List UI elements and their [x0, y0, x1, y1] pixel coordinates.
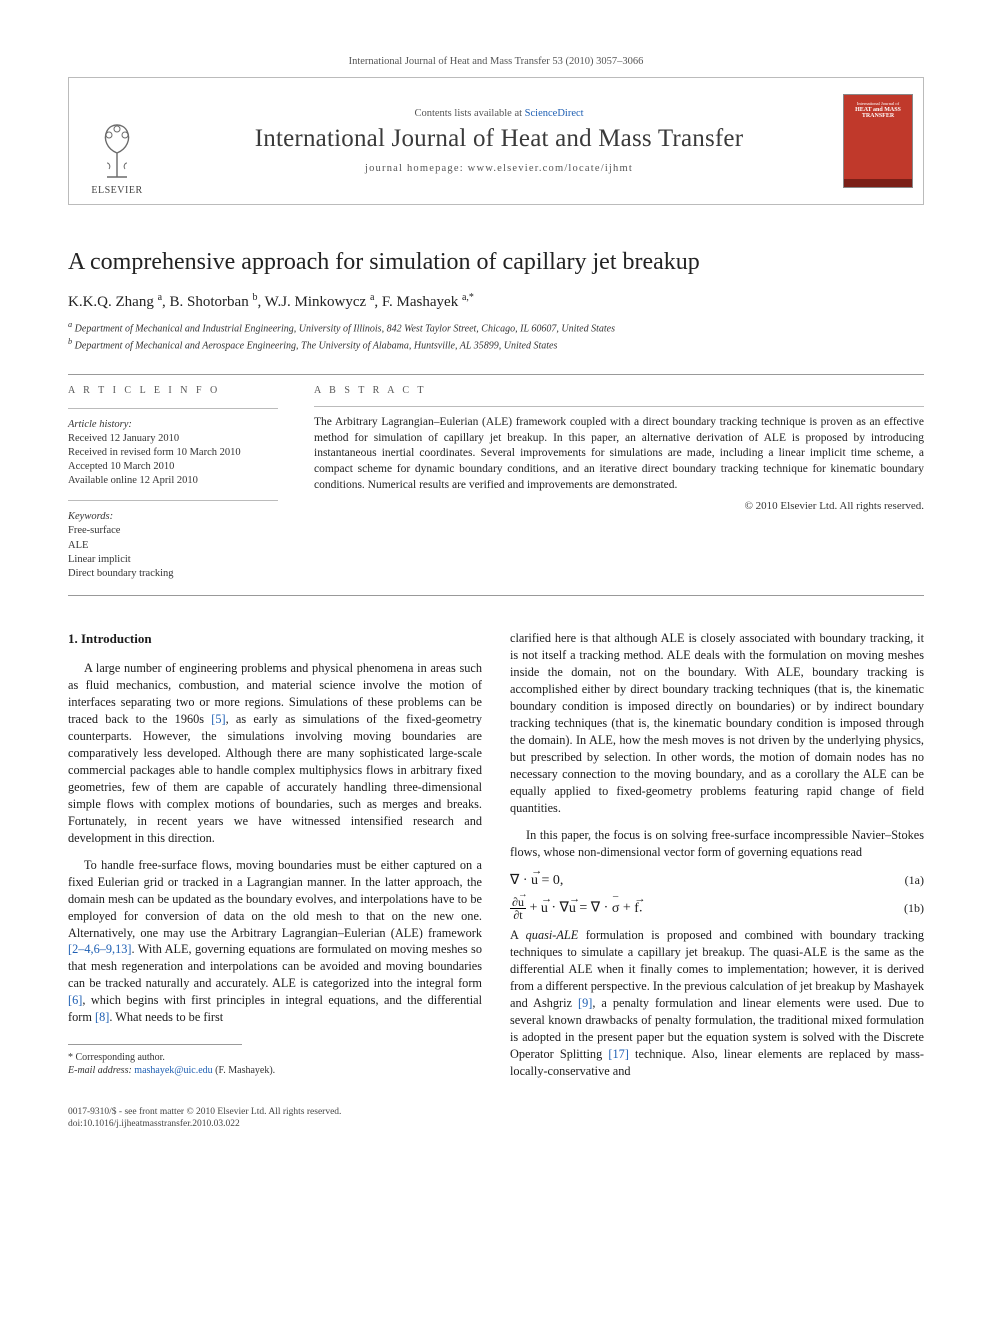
left-column: 1. Introduction A large number of engine… [68, 630, 482, 1090]
article-info-label: A R T I C L E I N F O [68, 385, 278, 396]
right-paragraph-3: A quasi-ALE formulation is proposed and … [510, 927, 924, 1080]
equation-1a: ∇ · u = 0, (1a) [510, 871, 924, 890]
contents-available-line: Contents lists available at ScienceDirec… [414, 108, 583, 119]
affiliations: a Department of Mechanical and Industria… [68, 319, 924, 354]
bottom-copyright-block: 0017-9310/$ - see front matter © 2010 El… [68, 1106, 924, 1131]
elsevier-tree-icon [89, 119, 145, 181]
journal-cover-thumbnail: International Journal of HEAT and MASS T… [843, 94, 913, 188]
cover-main-text: HEAT and MASS TRANSFER [855, 107, 901, 120]
contents-prefix: Contents lists available at [414, 108, 524, 119]
affiliation-a-text: Department of Mechanical and Industrial … [75, 323, 615, 334]
footnote-separator [68, 1044, 242, 1045]
abstract-rule [314, 406, 924, 407]
issn-line: 0017-9310/$ - see front matter © 2010 El… [68, 1106, 924, 1118]
equation-1b-expr: ∂u∂t + u · ∇u = ∇ · σ¯ + f. [510, 896, 642, 921]
rule-top [68, 374, 924, 375]
right-column: clarified here is that although ALE is c… [510, 630, 924, 1090]
equation-1b: ∂u∂t + u · ∇u = ∇ · σ¯ + f. (1b) [510, 896, 924, 921]
corresponding-label: * Corresponding author. [68, 1051, 482, 1064]
email-line: E-mail address: mashayek@uic.edu (F. Mas… [68, 1064, 482, 1077]
keyword: ALE [68, 539, 278, 553]
email-label: E-mail address: [68, 1065, 132, 1076]
right-paragraph-1: clarified here is that although ALE is c… [510, 630, 924, 817]
abstract-label: A B S T R A C T [314, 385, 924, 396]
affiliation-a: a Department of Mechanical and Industria… [68, 319, 924, 336]
quasi-ale-term: quasi-ALE [526, 928, 579, 942]
keyword: Linear implicit [68, 553, 278, 567]
journal-homepage-line: journal homepage: www.elsevier.com/locat… [365, 163, 633, 174]
page: International Journal of Heat and Mass T… [0, 0, 992, 1170]
publisher-logo-column: ELSEVIER [69, 78, 165, 204]
citation-link[interactable]: [6] [68, 993, 82, 1007]
equation-1b-number: (1b) [904, 900, 924, 917]
p2-text-a: To handle free-surface flows, moving bou… [68, 858, 482, 940]
affiliation-b: b Department of Mechanical and Aerospace… [68, 336, 924, 353]
affiliation-b-text: Department of Mechanical and Aerospace E… [75, 341, 558, 352]
publisher-name: ELSEVIER [91, 185, 142, 196]
abstract-column: A B S T R A C T The Arbitrary Lagrangian… [314, 385, 924, 581]
email-link[interactable]: mashayek@uic.edu [134, 1065, 212, 1076]
p1-text-b: , as early as simulations of the fixed-g… [68, 712, 482, 845]
corresponding-author-footnote: * Corresponding author. E-mail address: … [68, 1051, 482, 1077]
history-line: Accepted 10 March 2010 [68, 460, 278, 474]
keyword: Free-surface [68, 524, 278, 538]
intro-heading: 1. Introduction [68, 630, 482, 648]
keywords-heading: Keywords: [68, 511, 278, 522]
meta-row: A R T I C L E I N F O Article history: R… [68, 385, 924, 581]
info-rule [68, 408, 278, 409]
history-heading: Article history: [68, 419, 278, 430]
journal-header: ELSEVIER Contents lists available at Sci… [68, 77, 924, 205]
equation-1a-expr: ∇ · u = 0, [510, 871, 563, 890]
citation-link[interactable]: [8] [95, 1010, 109, 1024]
journal-title: International Journal of Heat and Mass T… [255, 125, 743, 153]
citation-link[interactable]: [2–4,6–9,13] [68, 942, 132, 956]
homepage-url: www.elsevier.com/locate/ijhmt [468, 163, 633, 174]
right-paragraph-2: In this paper, the focus is on solving f… [510, 827, 924, 861]
cover-column: International Journal of HEAT and MASS T… [833, 78, 923, 204]
history-line: Received in revised form 10 March 2010 [68, 446, 278, 460]
citation-link[interactable]: [5] [211, 712, 225, 726]
abstract-text: The Arbitrary Lagrangian–Eulerian (ALE) … [314, 415, 924, 494]
abstract-copyright: © 2010 Elsevier Ltd. All rights reserved… [314, 500, 924, 512]
citation-link[interactable]: [17] [608, 1047, 629, 1061]
p3-text-a: A [510, 928, 526, 942]
cover-bottom-bar [844, 179, 912, 187]
body-columns: 1. Introduction A large number of engine… [68, 630, 924, 1090]
keyword: Direct boundary tracking [68, 567, 278, 581]
header-center: Contents lists available at ScienceDirec… [165, 78, 833, 204]
doi-line: doi:10.1016/j.ijheatmasstransfer.2010.03… [68, 1118, 924, 1130]
sciencedirect-link[interactable]: ScienceDirect [525, 108, 584, 119]
keywords-rule [68, 500, 278, 501]
history-line: Available online 12 April 2010 [68, 474, 278, 488]
cover-top-text: International Journal of [857, 101, 899, 106]
homepage-prefix: journal homepage: [365, 163, 468, 174]
p2-text-d: . What needs to be first [109, 1010, 223, 1024]
history-line: Received 12 January 2010 [68, 432, 278, 446]
intro-paragraph-1: A large number of engineering problems a… [68, 660, 482, 847]
author-list: K.K.Q. Zhang a, B. Shotorban b, W.J. Min… [68, 292, 924, 311]
article-title: A comprehensive approach for simulation … [68, 249, 924, 276]
rule-bottom [68, 595, 924, 596]
email-paren: (F. Mashayek). [215, 1065, 275, 1076]
journal-reference: International Journal of Heat and Mass T… [68, 56, 924, 67]
intro-paragraph-2: To handle free-surface flows, moving bou… [68, 857, 482, 1027]
equation-1a-number: (1a) [905, 872, 924, 889]
article-info-column: A R T I C L E I N F O Article history: R… [68, 385, 278, 581]
citation-link[interactable]: [9] [578, 996, 592, 1010]
